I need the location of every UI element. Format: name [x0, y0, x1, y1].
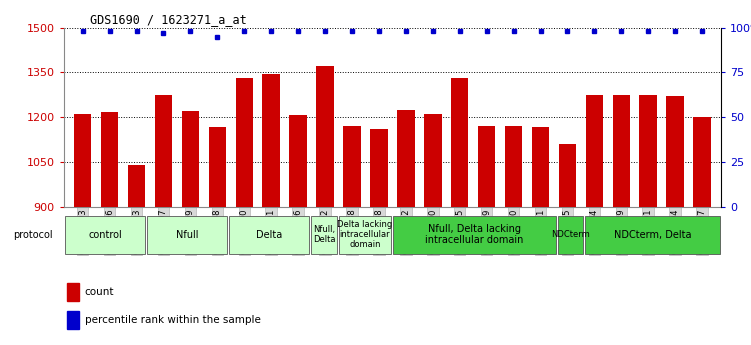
Text: Nfull,
Delta: Nfull, Delta	[312, 225, 335, 244]
Bar	[316, 67, 334, 345]
Bar	[451, 78, 469, 345]
Bar	[586, 95, 603, 345]
Bar	[613, 95, 630, 345]
Text: protocol: protocol	[14, 230, 53, 239]
Text: GDS1690 / 1623271_a_at: GDS1690 / 1623271_a_at	[90, 13, 247, 27]
Bar	[666, 96, 684, 345]
Bar	[236, 78, 253, 345]
Text: control: control	[88, 230, 122, 239]
Bar	[339, 216, 391, 254]
Bar	[147, 216, 227, 254]
Bar	[559, 144, 576, 345]
Bar	[67, 312, 79, 329]
Bar	[209, 127, 226, 345]
Bar	[229, 216, 309, 254]
Text: count: count	[85, 287, 114, 297]
Bar	[312, 216, 336, 254]
Text: Delta lacking
intracellular
domain: Delta lacking intracellular domain	[337, 220, 393, 249]
Bar	[397, 110, 415, 345]
Bar	[182, 111, 199, 345]
Bar	[478, 126, 496, 345]
Bar	[67, 284, 79, 301]
Text: NDCterm, Delta: NDCterm, Delta	[614, 230, 691, 239]
Bar	[532, 127, 549, 345]
Bar	[262, 74, 280, 345]
Bar	[693, 117, 711, 345]
Bar	[128, 165, 145, 345]
Bar	[101, 112, 119, 345]
Bar	[585, 216, 720, 254]
Bar	[74, 114, 92, 345]
Text: Nfull, Delta lacking
intracellular domain: Nfull, Delta lacking intracellular domai…	[425, 224, 523, 245]
Bar	[343, 126, 360, 345]
Bar	[65, 216, 145, 254]
Text: percentile rank within the sample: percentile rank within the sample	[85, 315, 261, 325]
Bar	[505, 126, 523, 345]
Bar	[424, 114, 442, 345]
Bar	[640, 95, 657, 345]
Text: NDCterm: NDCterm	[551, 230, 590, 239]
Bar	[289, 115, 307, 345]
Text: Nfull: Nfull	[176, 230, 198, 239]
Text: Delta: Delta	[256, 230, 282, 239]
Bar	[558, 216, 583, 254]
Bar	[370, 129, 388, 345]
Bar	[155, 95, 172, 345]
Bar	[394, 216, 556, 254]
